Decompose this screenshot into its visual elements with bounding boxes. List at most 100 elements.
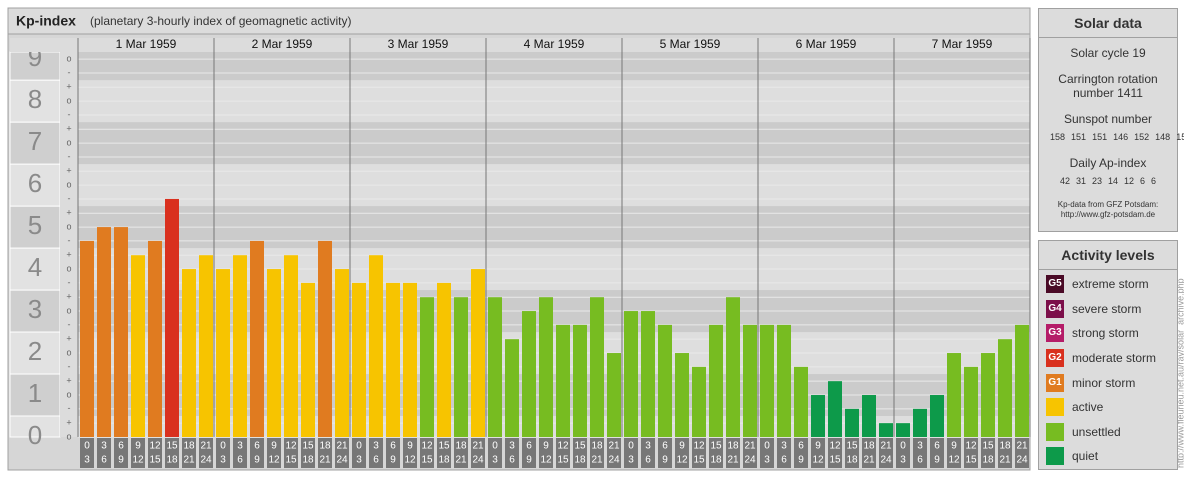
interval-cell	[607, 438, 621, 468]
legend: G5 extreme storm G4 severe storm G3 strong st…	[1039, 270, 1177, 469]
interval-from: 0	[628, 441, 634, 452]
sunspot-number: 158	[1050, 132, 1066, 142]
sunspot-number: 152	[1134, 132, 1150, 142]
bar	[692, 366, 706, 437]
interval-from: 12	[285, 441, 297, 452]
interval-cell	[522, 438, 536, 468]
interval-from: 3	[237, 441, 243, 452]
interval-cell	[726, 438, 740, 468]
interval-to: 21	[863, 455, 875, 466]
bar	[947, 353, 961, 437]
interval-from: 12	[829, 441, 841, 452]
date-label: 6 Mar 1959	[796, 37, 857, 51]
interval-to: 9	[254, 455, 260, 466]
interval-cell	[148, 438, 162, 468]
interval-cell	[454, 438, 468, 468]
date-label: 1 Mar 1959	[116, 37, 177, 51]
interval-from: 0	[84, 441, 90, 452]
bar	[539, 297, 553, 437]
bar	[981, 353, 995, 437]
interval-to: 15	[965, 455, 977, 466]
interval-to: 18	[166, 455, 178, 466]
interval-cell	[624, 438, 638, 468]
bar	[199, 255, 213, 437]
bar	[556, 324, 570, 437]
level-name: minor storm	[1072, 375, 1136, 390]
interval-cell	[743, 438, 757, 468]
interval-from: 0	[764, 441, 770, 452]
minor-tick-label: +	[66, 376, 71, 386]
interval-to: 6	[101, 455, 107, 466]
interval-to: 9	[526, 455, 532, 466]
interval-from: 3	[373, 441, 379, 452]
bar	[352, 282, 366, 437]
level-name: quiet	[1072, 449, 1099, 464]
interval-from: 3	[917, 441, 923, 452]
interval-cell	[760, 438, 774, 468]
minor-tick-label: o	[66, 389, 71, 399]
interval-to: 6	[645, 455, 651, 466]
interval-from: 15	[302, 441, 314, 452]
level-code: G2	[1048, 352, 1062, 364]
interval-cell	[199, 438, 213, 468]
interval-from: 0	[900, 441, 906, 452]
interval-from: 12	[693, 441, 705, 452]
interval-to: 9	[934, 455, 940, 466]
label-band	[9, 51, 61, 81]
date-label: 3 Mar 1959	[388, 37, 449, 51]
interval-from: 12	[149, 441, 161, 452]
legend-swatch	[1046, 447, 1064, 466]
bar	[777, 324, 791, 437]
interval-cell	[301, 438, 315, 468]
legend-swatch: G4	[1046, 299, 1064, 318]
bar	[131, 255, 145, 437]
interval-cell	[420, 438, 434, 468]
interval-to: 24	[200, 455, 212, 466]
interval-from: 21	[1016, 441, 1028, 452]
minor-tick-label: -	[68, 277, 71, 287]
bar	[675, 353, 689, 437]
interval-to: 6	[237, 455, 243, 466]
bar	[233, 255, 247, 437]
interval-from: 18	[183, 441, 195, 452]
interval-cell	[335, 438, 349, 468]
level-name: strong storm	[1072, 326, 1139, 341]
interval-to: 3	[220, 455, 226, 466]
interval-from: 21	[336, 441, 348, 452]
interval-cell	[284, 438, 298, 468]
bar	[165, 198, 179, 437]
minor-tick-label: +	[66, 166, 71, 176]
bar	[97, 227, 111, 437]
interval-cell	[658, 438, 672, 468]
interval-from: 18	[999, 441, 1011, 452]
interval-to: 3	[492, 455, 498, 466]
y-tick-label: 0	[28, 420, 42, 450]
label-band	[9, 331, 61, 375]
bar	[403, 282, 417, 437]
level-name: moderate storm	[1072, 351, 1157, 366]
bar	[1015, 324, 1029, 437]
interval-from: 18	[591, 441, 603, 452]
interval-to: 3	[84, 455, 90, 466]
interval-to: 6	[917, 455, 923, 466]
y-tick-label: 5	[28, 210, 42, 240]
interval-to: 3	[764, 455, 770, 466]
interval-cell	[675, 438, 689, 468]
bar	[471, 269, 485, 437]
minor-tick-label: o	[66, 179, 71, 189]
minor-col	[60, 52, 78, 437]
legend-item: G3 strong storm	[1039, 321, 1177, 346]
interval-to: 12	[268, 455, 280, 466]
interval-cell	[777, 438, 791, 468]
interval-cell	[318, 438, 332, 468]
ap-value: 42	[1059, 176, 1070, 186]
interval-cell	[964, 438, 978, 468]
minor-tick-label: -	[68, 109, 71, 119]
ap-value: 23	[1091, 176, 1102, 186]
interval-cell	[862, 438, 876, 468]
bar	[216, 269, 230, 437]
interval-from: 6	[254, 441, 260, 452]
bar	[624, 311, 638, 437]
interval-to: 12	[404, 455, 416, 466]
interval-cell	[182, 438, 196, 468]
